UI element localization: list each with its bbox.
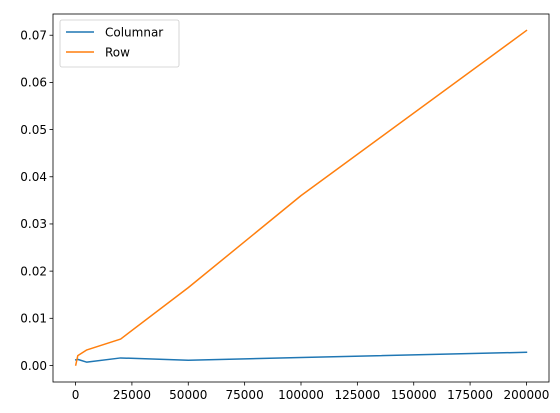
x-tick-label: 150000 [391,388,437,402]
x-tick-label: 175000 [447,388,493,402]
legend-label: Row [105,45,130,59]
series-line-columnar [74,351,528,363]
x-tick-label: 25000 [113,388,151,402]
y-axis: 0.00 0.01 0.02 0.03 0.04 0.05 0.06 0.07 [20,29,53,373]
y-tick-label: 0.06 [20,76,47,90]
x-tick-label: 50000 [169,388,207,402]
y-tick-label: 0.00 [20,359,47,373]
y-tick-label: 0.02 [20,264,47,278]
legend: Columnar Row [59,19,180,68]
x-tick-label: 0 [72,388,80,402]
series-line-row [74,29,528,366]
x-tick-label: 200000 [504,388,550,402]
y-tick-label: 0.05 [20,123,47,137]
y-tick-label: 0.04 [20,170,47,184]
y-tick-label: 0.07 [20,29,47,43]
plot-frame [52,13,550,383]
x-tick-label: 100000 [278,388,324,402]
x-tick-label: 75000 [226,388,264,402]
series-layer [74,29,528,366]
y-tick-label: 0.01 [20,312,47,326]
legend-label: Columnar [105,25,163,39]
x-axis: 0 25000 50000 75000 100000 125000 150000 175000… [72,382,550,402]
x-tick-label: 125000 [334,388,380,402]
y-tick-label: 0.03 [20,217,47,231]
